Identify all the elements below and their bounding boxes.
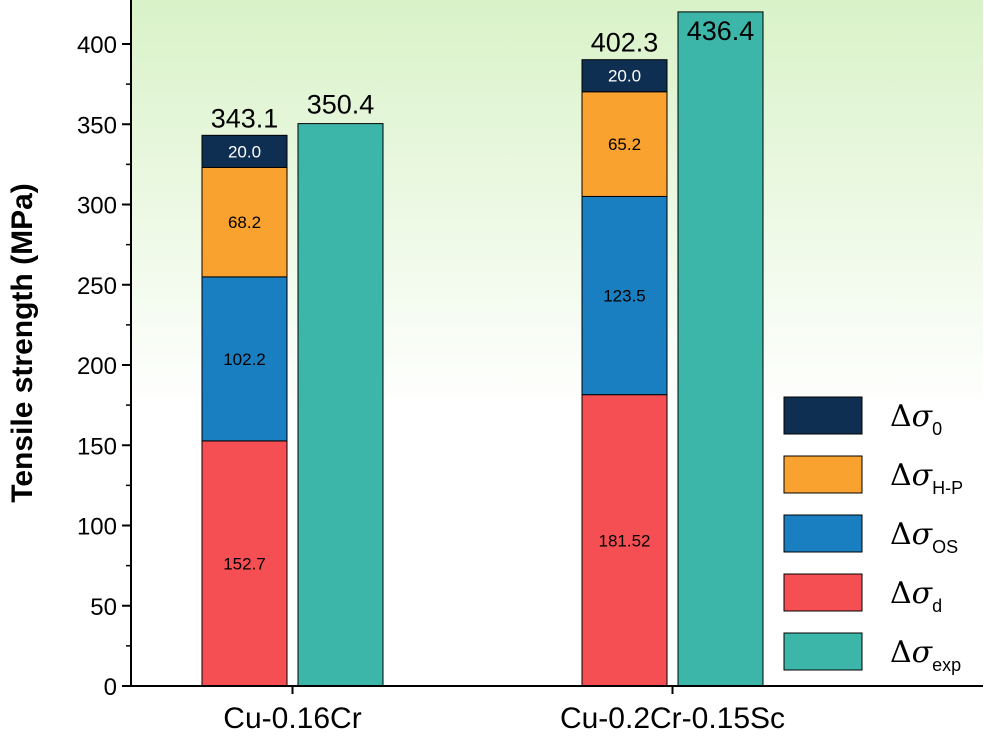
- y-tick-label: 0: [104, 674, 117, 701]
- legend-swatch-d: [783, 573, 863, 612]
- labels-layer: 152.7 102.2 68.2 20.0 343.1 350.4 181.52 123.5 6…: [211, 16, 755, 574]
- segment-label-0-2: 20.0: [608, 67, 641, 86]
- bar-0-1: [201, 134, 288, 168]
- x-tick-label-1: Cu-0.16Cr: [223, 702, 361, 735]
- y-tick-label: 50: [90, 594, 117, 621]
- bars-layer: [201, 11, 764, 687]
- segment-label-os-1: 102.2: [223, 350, 266, 369]
- bar-hp-1: [201, 166, 288, 278]
- legend-swatch-exp: [783, 632, 863, 671]
- y-tick-label: 400: [77, 32, 117, 59]
- segment-label-0-1: 20.0: [228, 142, 261, 161]
- segment-label-d-2: 181.52: [599, 531, 651, 550]
- y-tick-label: 150: [77, 433, 117, 460]
- legend-label-exp: Δσexp: [890, 635, 961, 675]
- legend-swatch-os: [783, 514, 863, 553]
- y-axis-title: Tensile strength (MPa): [6, 183, 39, 502]
- segment-label-hp-2: 65.2: [608, 135, 641, 154]
- legend-label-0: Δσ0: [890, 399, 942, 439]
- stack-total-label-2: 402.3: [591, 28, 659, 58]
- segment-label-hp-1: 68.2: [228, 213, 261, 232]
- exp-value-label-2: 436.4: [687, 16, 755, 46]
- bar-0-2: [581, 59, 668, 93]
- y-tick-label: 300: [77, 193, 117, 220]
- segment-label-d-1: 152.7: [223, 554, 266, 573]
- y-tick-label: 350: [77, 112, 117, 139]
- legend-label-os: ΔσOS: [890, 517, 958, 557]
- x-tick-label-2: Cu-0.2Cr-0.15Sc: [560, 702, 785, 735]
- y-tick-label: 100: [77, 514, 117, 541]
- y-tick-label: 200: [77, 353, 117, 380]
- legend-label-hp: ΔσH-P: [890, 458, 963, 498]
- stack-total-label-1: 343.1: [211, 103, 279, 133]
- legend-label-d: Δσd: [890, 576, 942, 616]
- segment-label-os-2: 123.5: [603, 287, 646, 306]
- bar-os-2: [581, 195, 668, 396]
- y-tick-label: 250: [77, 273, 117, 300]
- legend-swatch-hp: [783, 455, 863, 494]
- axes-layer: Cu-0.16Cr Cu-0.2Cr-0.15Sc 0 50 100 150 200 250 3…: [77, 0, 983, 735]
- legend: Δσ0 ΔσH-P ΔσOS Δσd Δσexp: [783, 396, 963, 675]
- bar-exp-1: [297, 123, 384, 687]
- exp-value-label-1: 350.4: [307, 90, 375, 120]
- bar-hp-2: [581, 91, 668, 197]
- bar-exp-2: [677, 11, 764, 687]
- legend-swatch-0: [783, 396, 863, 435]
- bar-d-1: [201, 440, 288, 687]
